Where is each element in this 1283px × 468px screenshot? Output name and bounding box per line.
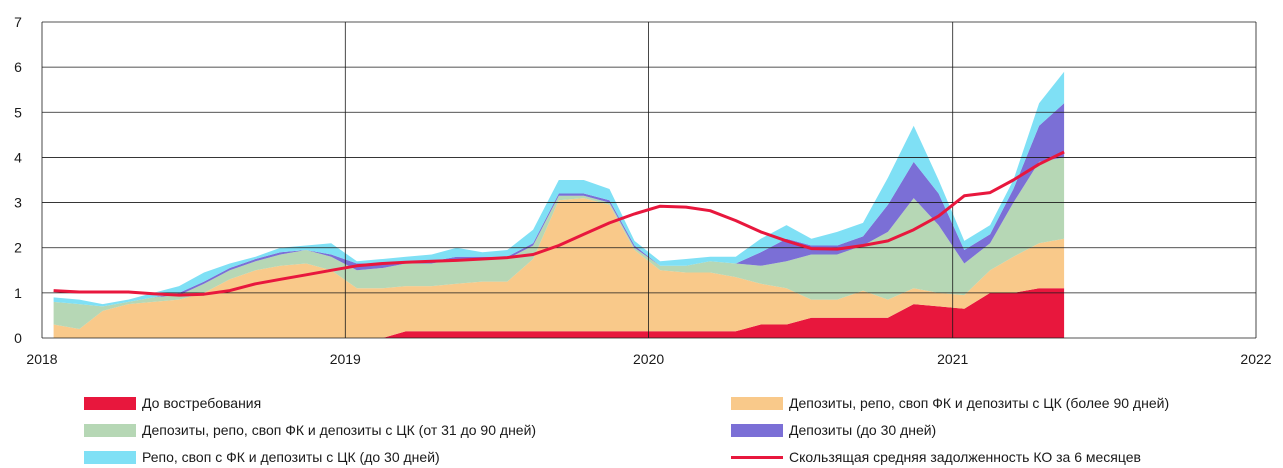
y-tick-label: 0 [14,330,22,346]
legend-swatch-over-90 [731,396,783,410]
y-tick-label: 6 [14,59,22,75]
stacked-areas [53,71,1065,338]
legend-label-deposits-30: Депозиты (до 30 дней) [789,422,937,438]
y-tick-label: 3 [14,195,22,211]
legend-label-over-90: Депозиты, репо, своп ФК и депозиты с ЦК … [789,395,1170,411]
legend-swatch-deposits-30 [731,423,783,437]
x-tick-label: 2018 [26,351,57,367]
chart-legend: До востребования Депозиты, репо, своп ФК… [0,388,1283,468]
x-tick-label: 2021 [937,351,968,367]
legend-item-on-demand: До востребования [84,392,261,414]
y-tick-label: 5 [14,104,22,120]
line-series-0 [53,150,1065,297]
x-tick-label: 2019 [330,351,361,367]
moving-average-line [53,150,1065,297]
legend-swatch-on-demand [84,396,136,410]
legend-item-deposits-30: Депозиты (до 30 дней) [731,419,936,441]
x-tick-label: 2020 [633,351,664,367]
y-axis-ticks: 0 1 2 3 4 5 6 7 [14,14,22,346]
legend-swatch-repo-30 [84,450,136,464]
legend-swatch-31-90 [84,423,136,437]
legend-label-moving-avg: Скользящая средняя задолженность КО за 6… [789,449,1141,465]
legend-label-31-90: Депозиты, репо, своп ФК и депозиты с ЦК … [142,422,537,438]
y-tick-label: 2 [14,240,22,256]
y-tick-label: 7 [14,14,22,30]
y-tick-label: 1 [14,285,22,301]
chart-svg: 0 1 2 3 4 5 6 7 2018 2019 2020 2021 2022 [14,14,1272,367]
x-axis-ticks: 2018 2019 2020 2021 2022 [26,351,1271,367]
x-tick-label: 2022 [1240,351,1271,367]
legend-swatch-moving-avg [731,455,783,459]
area-series-2 [53,157,1065,329]
area-series-1 [53,198,1065,338]
legend-item-31-90: Депозиты, репо, своп ФК и депозиты с ЦК … [84,419,536,441]
legend-label-on-demand: До востребования [142,395,262,411]
legend-item-repo-30: Репо, своп с ФК и депозиты с ЦК (до 30 д… [84,446,440,468]
area-series-0 [53,288,1065,338]
legend-item-moving-avg: Скользящая средняя задолженность КО за 6… [731,446,1141,468]
grid-lines [41,21,1257,339]
y-tick-label: 4 [14,149,22,165]
legend-label-repo-30: Репо, своп с ФК и депозиты с ЦК (до 30 д… [142,449,440,465]
legend-item-over-90: Депозиты, репо, своп ФК и депозиты с ЦК … [731,392,1169,414]
